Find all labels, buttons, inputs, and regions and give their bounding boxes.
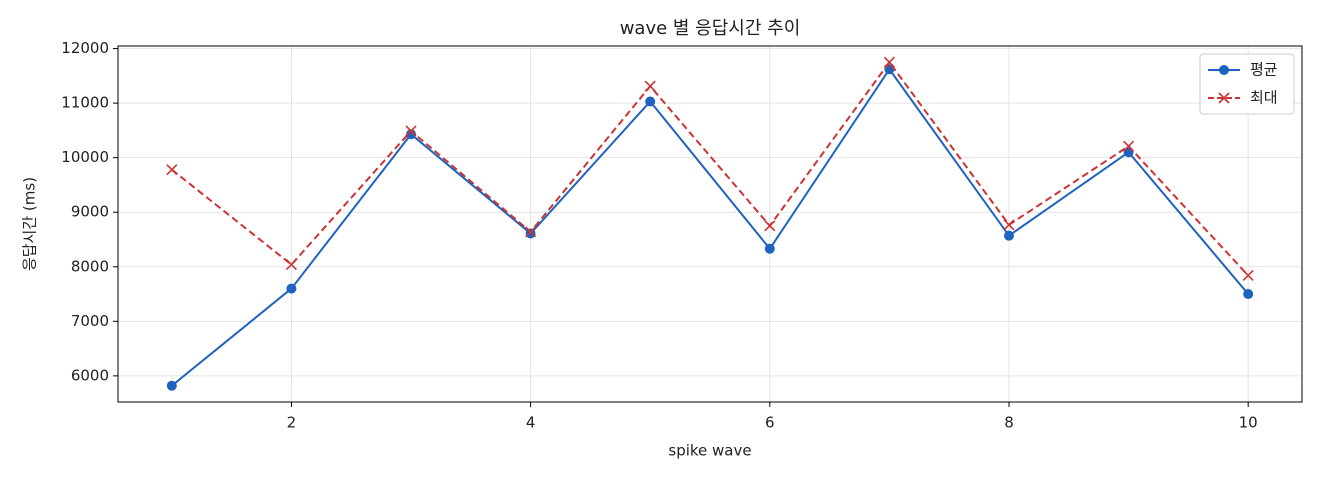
x-tick-label: 10 <box>1239 414 1258 432</box>
x-axis-label: spike wave <box>668 442 751 460</box>
y-tick-label: 7000 <box>71 312 109 330</box>
y-tick-label: 9000 <box>71 203 109 221</box>
point <box>645 96 656 107</box>
legend-label: 최대 <box>1250 89 1278 107</box>
point <box>883 56 895 68</box>
legend-label: 평균 <box>1250 61 1278 79</box>
chart-title: wave 별 응답시간 추이 <box>620 18 801 39</box>
y-tick-label: 8000 <box>71 257 109 275</box>
series-line <box>171 60 1249 277</box>
point <box>644 80 656 92</box>
point <box>525 226 537 238</box>
point <box>1003 230 1014 241</box>
point <box>286 283 297 294</box>
y-tick-label: 10000 <box>61 148 109 166</box>
legend-marker <box>1218 92 1230 104</box>
x-tick-label: 8 <box>1004 414 1014 432</box>
point <box>1003 219 1015 231</box>
point <box>285 259 297 271</box>
x-tick-label: 4 <box>526 414 536 432</box>
point <box>764 220 776 232</box>
plot-frame <box>117 45 1303 403</box>
point <box>166 164 178 176</box>
point <box>1243 289 1254 300</box>
legend-box <box>1199 53 1295 115</box>
y-tick-label: 6000 <box>71 366 109 384</box>
point <box>1242 269 1254 282</box>
x-tick-label: 2 <box>287 414 297 432</box>
point <box>405 125 417 137</box>
y-tick-label: 11000 <box>61 94 109 112</box>
point <box>406 129 417 140</box>
series-line <box>171 67 1249 387</box>
point <box>764 243 775 254</box>
x-tick-label: 6 <box>765 414 775 432</box>
legend-marker <box>1219 65 1229 75</box>
point <box>166 380 177 391</box>
y-axis-label: 응답시간 (ms) <box>21 177 39 271</box>
point <box>1123 140 1135 152</box>
y-tick-label: 12000 <box>61 39 109 57</box>
